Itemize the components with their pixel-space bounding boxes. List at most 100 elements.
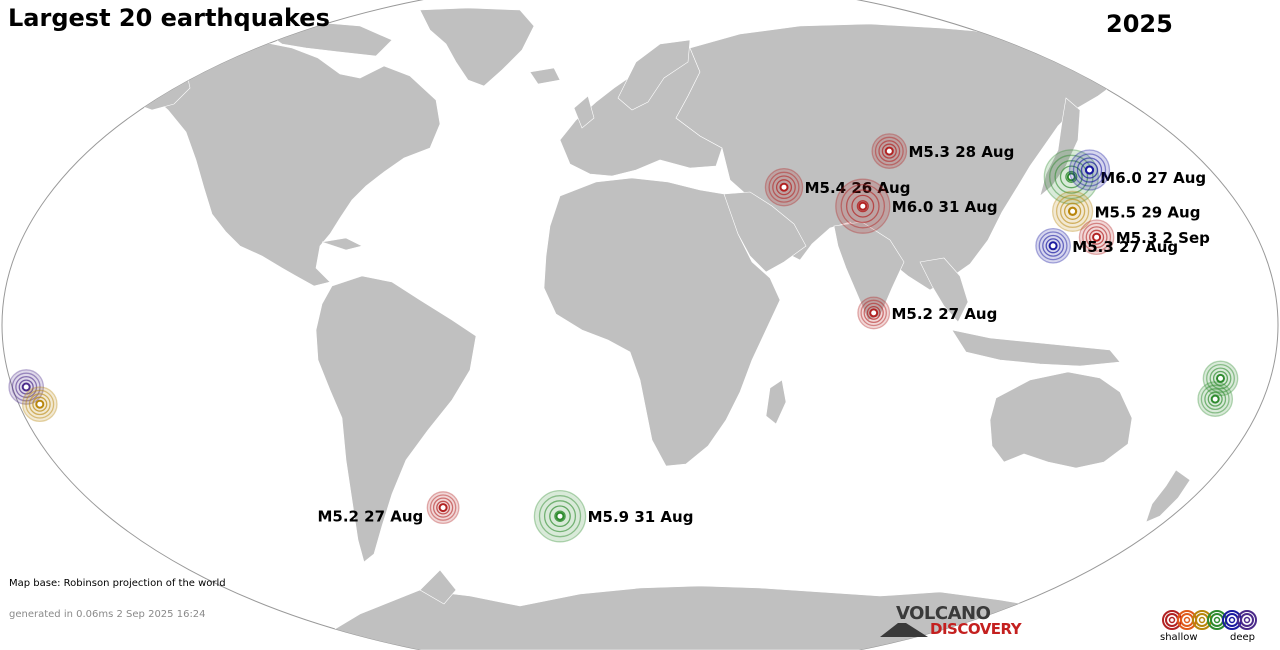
depth-legend-rings: [1162, 610, 1257, 630]
earthquake-marker[interactable]: M5.4 26 Aug: [764, 167, 911, 207]
earthquake-ring: [25, 389, 55, 419]
earthquake-epicenter: [1048, 241, 1058, 251]
earthquake-label: M5.3 28 Aug: [909, 143, 1015, 161]
earthquake-label: M5.2 27 Aug: [892, 305, 998, 323]
earthquake-epicenter: [1216, 373, 1225, 383]
earthquake-epicenter: [858, 201, 868, 211]
earthquake-epicenter: [555, 511, 565, 521]
earthquake-ring: [878, 140, 901, 163]
earthquake-label: M6.0 27 Aug: [1100, 169, 1206, 187]
earthquake-ring: [1059, 198, 1086, 224]
caribbean-land: [321, 237, 363, 251]
earthquake-label: M6.0 31 Aug: [892, 198, 998, 216]
earthquake-label: M5.2 27 Aug: [317, 508, 423, 526]
earthquake-ring: [1059, 165, 1083, 189]
legend-ring: [1237, 610, 1257, 630]
depth-legend: shallow deep: [1160, 608, 1270, 648]
earthquake-ring: [432, 497, 454, 518]
earthquake-ring: [845, 189, 880, 224]
earthquake-marker[interactable]: M5.3 2 Sep: [1078, 219, 1210, 256]
earthquake-marker[interactable]: [1068, 149, 1111, 191]
madagascar-land: [765, 379, 787, 425]
earthquake-ring: [863, 302, 884, 324]
earthquake-ring: [1055, 194, 1090, 228]
volcano-discovery-logo[interactable]: VOLCANO DISCOVERY: [880, 603, 1040, 639]
earthquake-markers: M5.4 26 Aug M5.3 28 Aug M6.0 31 Aug M6.0 27…: [8, 133, 1239, 543]
earthquake-label: M5.5 29 Aug: [1095, 203, 1201, 221]
logo-line1: VOLCANO: [896, 603, 991, 624]
earthquake-ring: [11, 372, 41, 402]
volcano-icon: [880, 623, 928, 637]
earthquake-ring: [28, 393, 51, 416]
earthquake-ring: [856, 200, 869, 213]
earthquake-ring: [1054, 160, 1089, 194]
earthquake-ring: [866, 305, 881, 320]
earthquake-ring: [429, 494, 457, 521]
earthquake-epicenter: [1092, 232, 1102, 242]
earthquake-ring: [881, 143, 897, 159]
earthquake-ring: [549, 505, 571, 528]
legend-dot: [1228, 616, 1236, 624]
earthquake-marker[interactable]: [8, 369, 45, 405]
earthquake-ring: [1082, 222, 1112, 252]
legend-ring: [1240, 613, 1254, 627]
earthquake-ring: [1065, 170, 1078, 183]
earthquake-marker[interactable]: M5.2 27 Aug: [317, 491, 460, 526]
earthquake-ring: [851, 194, 875, 218]
earthquake-marker[interactable]: [1202, 360, 1239, 397]
earthquake-ring: [1212, 370, 1229, 386]
earthquake-label: M5.3 2 Sep: [1116, 229, 1210, 247]
earthquake-label: M5.9 31 Aug: [588, 508, 694, 526]
earthquake-ring: [1045, 238, 1061, 254]
earthquake-ring: [1080, 161, 1099, 179]
japan-land: [1039, 97, 1081, 197]
earthquake-epicenter: [21, 382, 31, 392]
earthquake-marker[interactable]: M5.9 31 Aug: [533, 489, 694, 543]
map-title: Largest 20 earthquakes: [8, 4, 330, 32]
legend-shallow-label: shallow: [1160, 632, 1198, 643]
southeast-asia-land: [919, 257, 969, 323]
earthquake-marker[interactable]: M5.2 27 Aug: [857, 296, 998, 330]
earthquake-ring: [1072, 153, 1107, 187]
indonesia-land: [951, 329, 1121, 367]
earthquake-ring: [1076, 157, 1103, 183]
earthquake-marker[interactable]: M5.5 29 Aug: [1051, 190, 1201, 232]
legend-deep-label: deep: [1230, 632, 1255, 643]
earthquake-ring: [1085, 226, 1108, 249]
legend-dot: [1213, 616, 1221, 624]
earthquake-ring: [538, 495, 582, 538]
earthquake-label: M5.4 26 Aug: [805, 179, 911, 197]
legend-dot: [1243, 616, 1251, 624]
earthquake-epicenter: [1085, 165, 1094, 175]
greenland-land: [419, 7, 535, 87]
earthquake-marker[interactable]: M6.0 31 Aug: [835, 178, 998, 234]
earthquake-ring: [1063, 202, 1082, 220]
earthquake-ring: [18, 379, 34, 395]
earthquake-ring: [436, 500, 451, 515]
earthquake-ring: [1204, 388, 1227, 411]
earthquake-marker[interactable]: [21, 386, 58, 423]
earthquake-ring: [775, 179, 793, 196]
scandinavia-land: [617, 39, 691, 111]
north-america-land: [149, 41, 441, 287]
earthquake-marker[interactable]: M5.3 27 Aug: [1035, 227, 1178, 264]
earthquake-ring: [772, 175, 796, 200]
earthquake-ring: [1089, 229, 1105, 245]
earthquake-label: M5.3 27 Aug: [1072, 238, 1178, 256]
earthquake-ring: [1206, 363, 1235, 393]
earthquake-epicenter: [35, 399, 45, 409]
iceland-land: [529, 67, 561, 85]
earthquake-marker[interactable]: M5.3 28 Aug: [871, 133, 1015, 169]
projection-credit: Map base: Robinson projection of the wor…: [9, 578, 226, 589]
earthquake-ring: [840, 183, 886, 229]
earthquake-epicenter: [884, 146, 894, 156]
south-america-land: [315, 275, 477, 563]
earthquake-marker[interactable]: [1197, 381, 1234, 417]
earthquake-epicenter: [1068, 206, 1078, 216]
africa-land: [543, 177, 781, 467]
earthquake-ring: [768, 171, 800, 203]
earthquake-ring: [874, 136, 904, 166]
earthquake-epicenter: [438, 503, 448, 513]
earthquake-ring: [554, 510, 566, 522]
year-label: 2025: [1106, 10, 1173, 38]
